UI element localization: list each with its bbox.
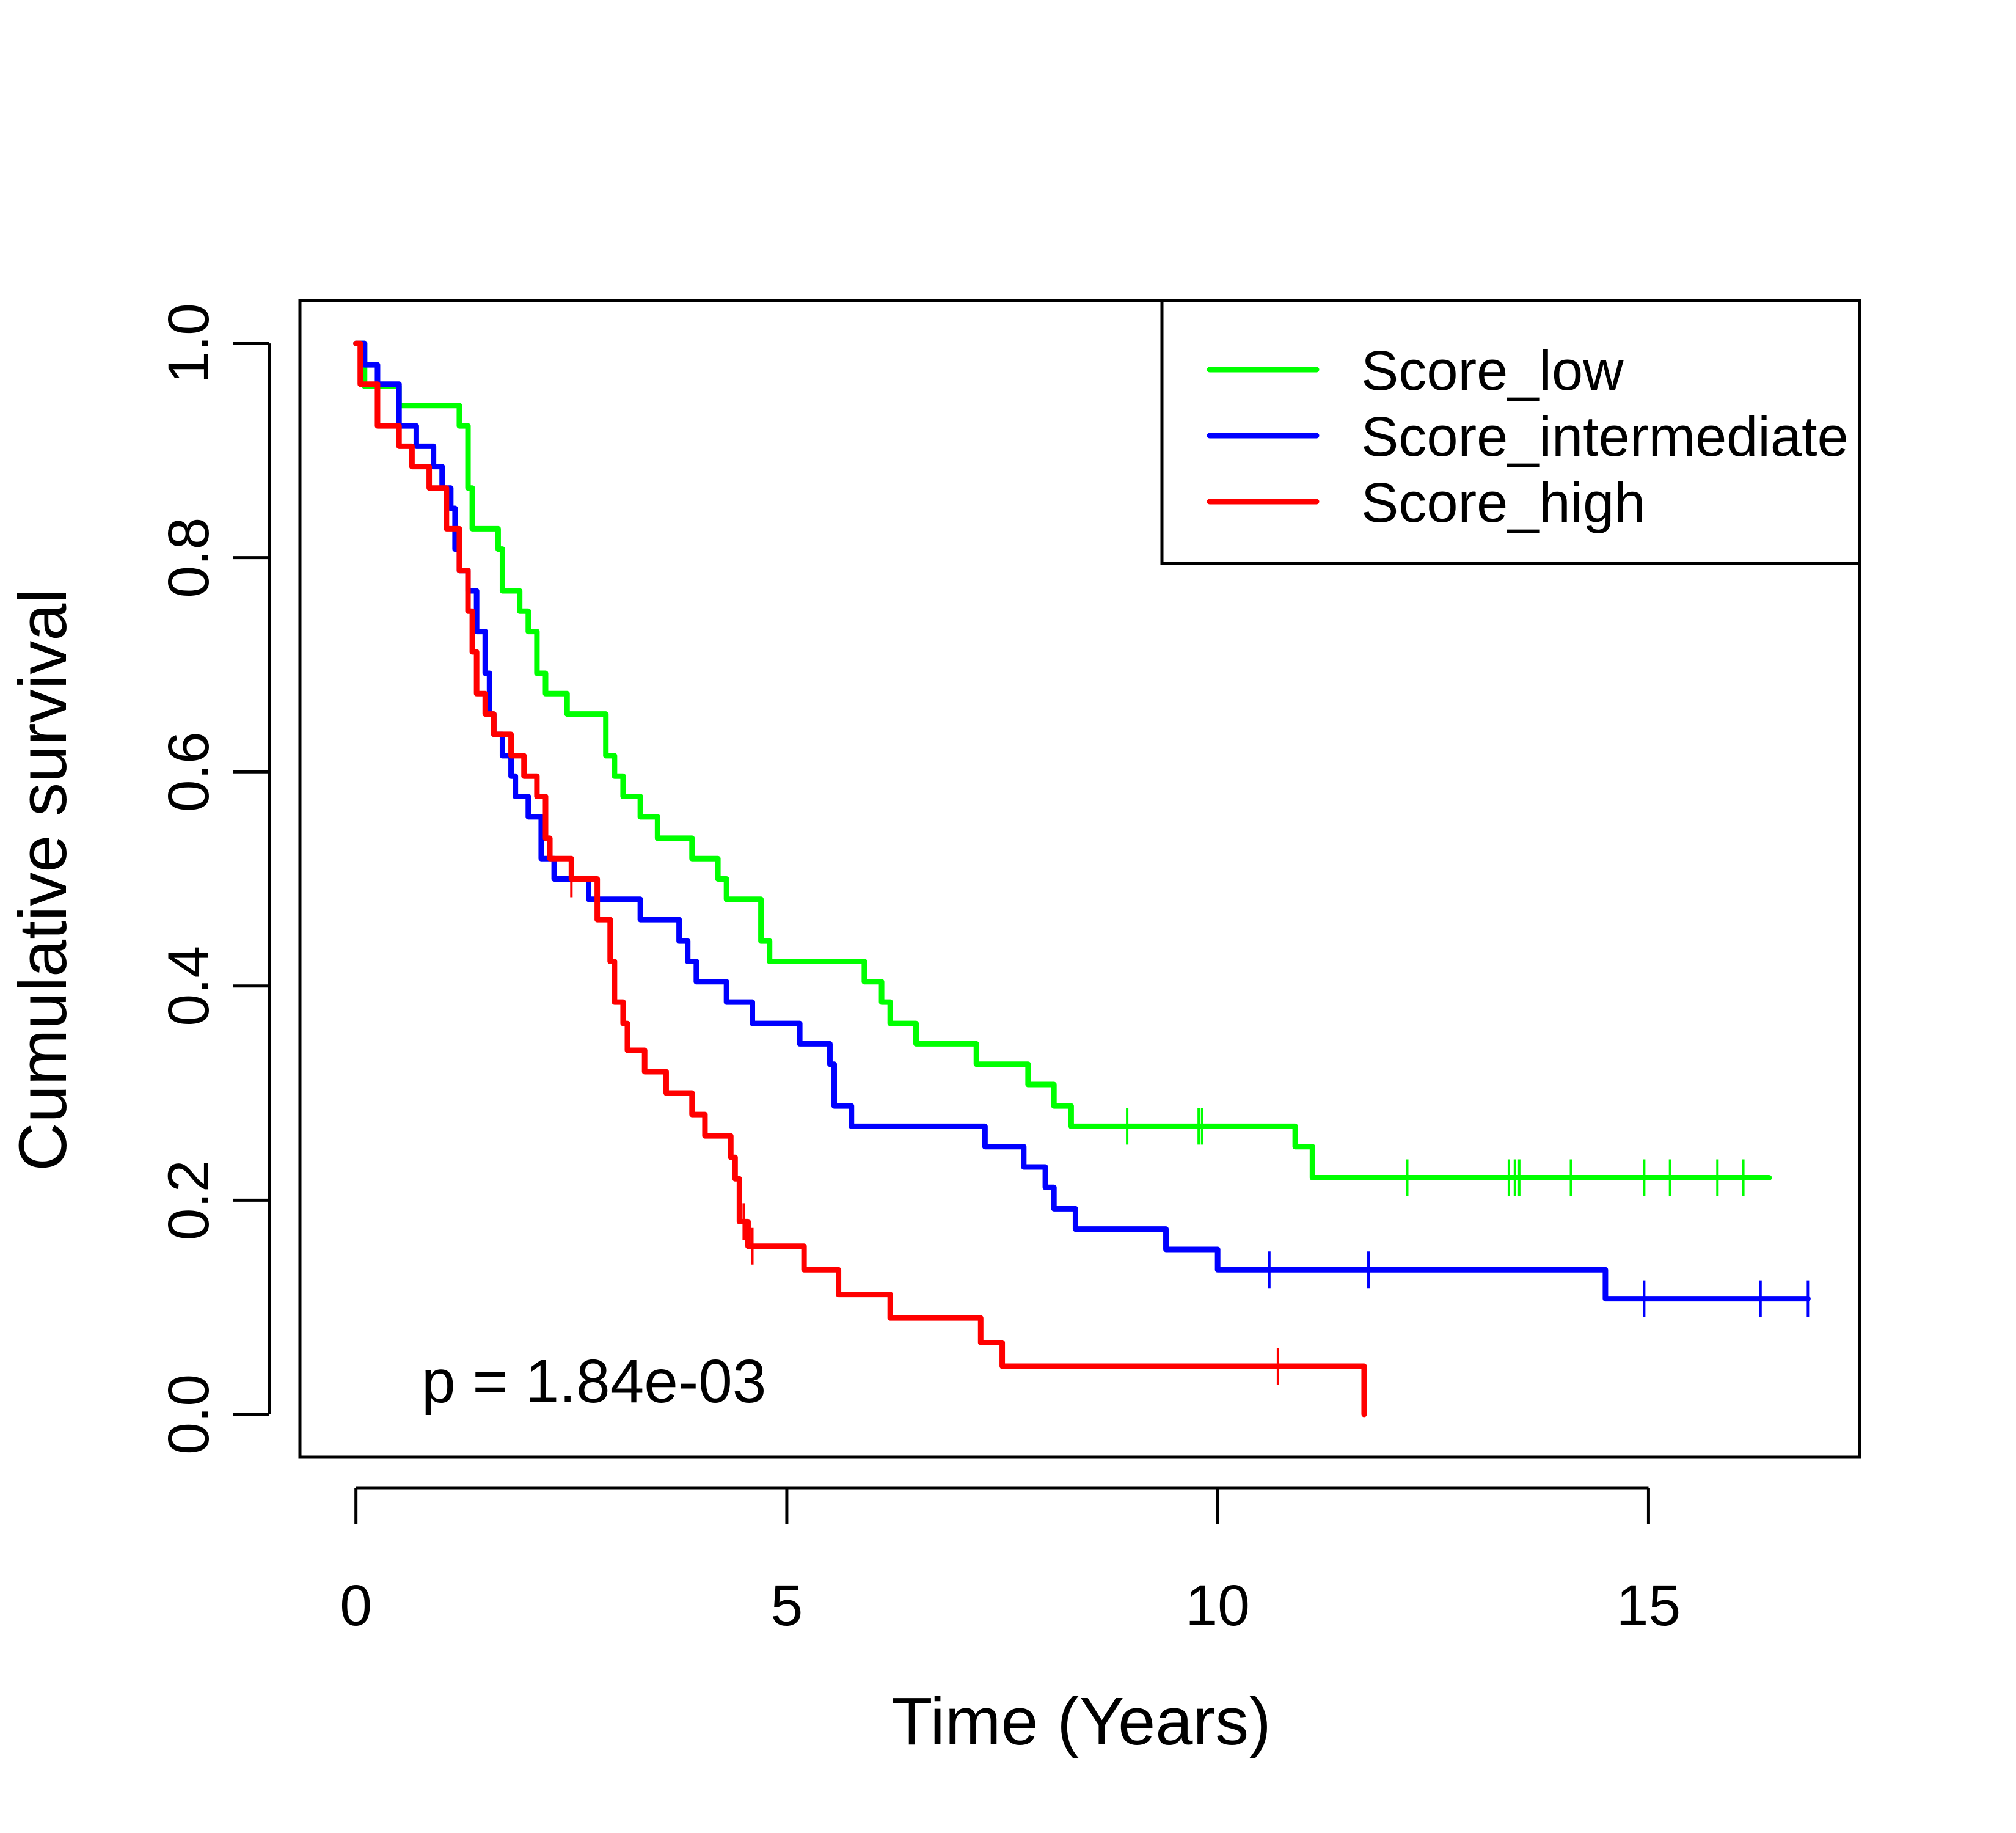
survival-curve bbox=[353, 340, 1811, 1302]
legend-label: Score_low bbox=[1361, 340, 1624, 402]
x-tick-label: 0 bbox=[340, 1573, 372, 1638]
series-score-low bbox=[353, 340, 1772, 1196]
series-score-high bbox=[353, 340, 1367, 1418]
y-tick-label: 0.4 bbox=[156, 946, 221, 1026]
y-tick-label: 1.0 bbox=[156, 303, 221, 384]
survival-curve bbox=[353, 340, 1367, 1418]
p-value-annotation: p = 1.84e-03 bbox=[422, 1347, 766, 1416]
y-tick-label: 0.8 bbox=[156, 518, 221, 598]
series-layer bbox=[353, 340, 1811, 1418]
plot-frame bbox=[298, 299, 1861, 1459]
series-score-intermediate bbox=[353, 340, 1811, 1317]
x-tick-label: 15 bbox=[1616, 1573, 1681, 1638]
legend-box bbox=[1160, 299, 1861, 565]
x-tick-label: 5 bbox=[771, 1573, 803, 1638]
y-tick-label: 0.2 bbox=[156, 1160, 221, 1240]
survival-curve bbox=[353, 340, 1772, 1181]
y-tick-label: 0.0 bbox=[156, 1374, 221, 1455]
y-axis-label: Cumulative survival bbox=[5, 588, 81, 1171]
legend-label: Score_high bbox=[1361, 472, 1645, 534]
legend-label: Score_intermediate bbox=[1361, 406, 1849, 468]
x-axis: 0 5 10 15 bbox=[340, 1486, 1681, 1638]
x-axis-label: Time (Years) bbox=[891, 1684, 1271, 1759]
x-tick-label: 10 bbox=[1185, 1573, 1250, 1638]
y-axis: 0.0 0.2 0.4 0.6 0.8 1.0 bbox=[156, 303, 271, 1455]
y-tick-label: 0.6 bbox=[156, 731, 221, 812]
